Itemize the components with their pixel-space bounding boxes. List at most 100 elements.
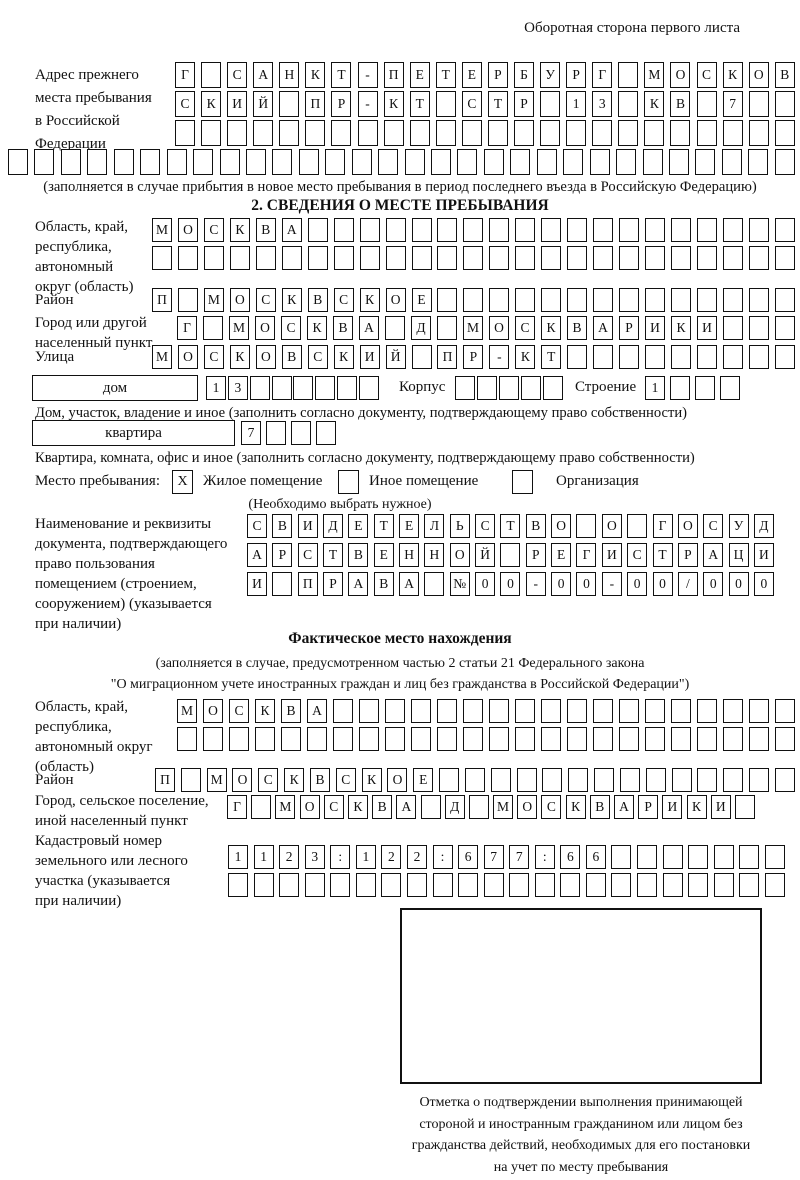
char-cell[interactable] — [536, 149, 557, 175]
char-cell[interactable] — [567, 246, 588, 270]
char-cell[interactable]: А — [703, 543, 724, 567]
char-cell[interactable] — [437, 218, 458, 242]
char-cell[interactable] — [775, 316, 795, 340]
char-cell[interactable]: О — [449, 543, 470, 567]
char-cell[interactable]: С — [281, 316, 301, 340]
char-cell[interactable] — [383, 120, 404, 146]
char-cell[interactable] — [355, 873, 376, 897]
char-cell[interactable]: 1 — [253, 845, 274, 869]
char-cell[interactable] — [279, 91, 300, 117]
char-cell[interactable] — [437, 699, 457, 723]
char-cell[interactable] — [359, 727, 379, 751]
char-cell[interactable] — [487, 120, 508, 146]
char-cell[interactable] — [671, 699, 691, 723]
char-cell[interactable]: О — [232, 768, 253, 792]
char-cell[interactable] — [177, 246, 198, 270]
char-cell[interactable]: В — [670, 91, 691, 117]
char-cell[interactable] — [723, 727, 743, 751]
char-cell[interactable]: Т — [331, 62, 352, 88]
char-cell[interactable]: Й — [475, 543, 496, 567]
char-cell[interactable]: Г — [227, 795, 247, 819]
char-cell[interactable]: А — [253, 62, 274, 88]
char-cell[interactable] — [671, 288, 692, 312]
char-cell[interactable] — [774, 345, 795, 369]
char-cell[interactable] — [177, 727, 197, 751]
char-cell[interactable] — [477, 376, 497, 400]
char-cell[interactable] — [521, 376, 541, 400]
char-cell[interactable]: О — [255, 345, 276, 369]
char-cell[interactable] — [668, 149, 689, 175]
char-cell[interactable]: В — [309, 768, 330, 792]
char-cell[interactable] — [325, 149, 346, 175]
char-cell[interactable] — [671, 246, 692, 270]
char-cell[interactable] — [385, 316, 405, 340]
char-cell[interactable] — [720, 376, 740, 400]
char-cell[interactable] — [385, 699, 405, 723]
char-cell[interactable] — [589, 149, 610, 175]
char-cell[interactable] — [435, 91, 456, 117]
char-cell[interactable] — [774, 91, 795, 117]
char-cell[interactable] — [722, 120, 743, 146]
char-cell[interactable] — [576, 514, 597, 538]
char-cell[interactable]: 1 — [355, 845, 376, 869]
char-cell[interactable]: А — [247, 543, 267, 567]
char-cell[interactable]: М — [493, 795, 514, 819]
char-cell[interactable] — [307, 246, 328, 270]
char-cell[interactable]: Р — [487, 62, 508, 88]
char-cell[interactable]: О — [601, 514, 622, 538]
char-cell[interactable] — [748, 120, 769, 146]
char-cell[interactable]: В — [525, 514, 546, 538]
char-cell[interactable] — [359, 699, 379, 723]
checkbox-other-premises[interactable] — [338, 470, 359, 494]
char-cell[interactable] — [696, 120, 717, 146]
char-cell[interactable] — [645, 288, 666, 312]
char-cell[interactable] — [619, 288, 640, 312]
char-cell[interactable] — [722, 246, 743, 270]
char-cell[interactable]: Г — [177, 316, 197, 340]
char-cell[interactable]: 0 — [475, 572, 496, 596]
checkbox-residential[interactable]: X — [172, 470, 193, 494]
char-cell[interactable] — [749, 699, 769, 723]
char-cell[interactable]: К — [201, 91, 222, 117]
char-cell[interactable] — [585, 873, 606, 897]
char-cell[interactable] — [697, 288, 718, 312]
char-cell[interactable]: Т — [541, 345, 562, 369]
char-cell[interactable]: А — [281, 218, 302, 242]
char-cell[interactable] — [563, 149, 584, 175]
char-cell[interactable]: К — [333, 345, 354, 369]
char-cell[interactable] — [637, 845, 657, 869]
char-cell[interactable] — [514, 120, 535, 146]
char-cell[interactable] — [483, 873, 504, 897]
char-cell[interactable] — [695, 149, 716, 175]
char-cell[interactable] — [175, 120, 195, 146]
char-cell[interactable] — [671, 218, 692, 242]
char-cell[interactable] — [316, 421, 336, 445]
char-cell[interactable]: 6 — [585, 845, 606, 869]
char-cell[interactable]: К — [644, 91, 665, 117]
char-cell[interactable] — [775, 699, 795, 723]
char-cell[interactable]: К — [359, 288, 380, 312]
char-cell[interactable] — [515, 699, 535, 723]
char-cell[interactable]: К — [565, 795, 586, 819]
char-cell[interactable] — [249, 376, 270, 400]
char-cell[interactable] — [193, 149, 214, 175]
char-cell[interactable] — [774, 288, 795, 312]
char-cell[interactable] — [697, 699, 717, 723]
char-cell[interactable]: О — [255, 316, 275, 340]
char-cell[interactable]: П — [155, 768, 175, 792]
char-cell[interactable]: О — [677, 514, 698, 538]
char-cell[interactable]: С — [627, 543, 648, 567]
char-cell[interactable]: С — [203, 218, 224, 242]
char-cell[interactable] — [540, 120, 561, 146]
char-cell[interactable]: К — [541, 316, 561, 340]
char-cell[interactable]: 0 — [627, 572, 648, 596]
char-cell[interactable] — [177, 288, 198, 312]
char-cell[interactable] — [255, 246, 276, 270]
char-cell[interactable] — [437, 316, 457, 340]
char-cell[interactable] — [616, 149, 637, 175]
char-cell[interactable]: О — [551, 514, 572, 538]
char-cell[interactable]: К — [671, 316, 691, 340]
char-cell[interactable] — [333, 218, 354, 242]
char-cell[interactable]: А — [593, 316, 613, 340]
char-cell[interactable] — [515, 288, 536, 312]
